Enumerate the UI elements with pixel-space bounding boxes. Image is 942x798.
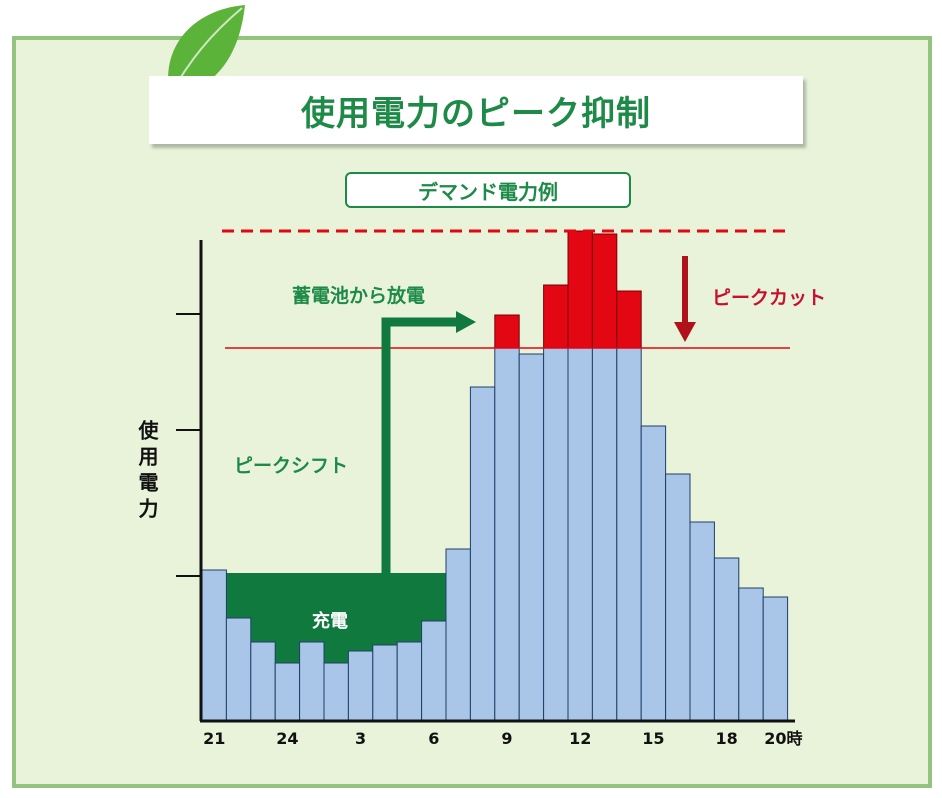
charge-label: 充電 (312, 610, 348, 632)
demand-bar (518, 353, 545, 721)
subtitle-box: デマンド電力例 (345, 172, 631, 208)
demand-bar (665, 473, 691, 721)
demand-bar (640, 425, 667, 721)
peak-excess-bar (494, 314, 520, 349)
x-tick-label: 24 (276, 729, 298, 748)
demand-bar (201, 569, 227, 721)
peak-excess-bar (567, 230, 593, 349)
chart-subtitle: デマンド電力例 (418, 179, 558, 204)
x-tick-label: 3 (355, 729, 366, 748)
x-tick-label: 18 (715, 729, 737, 748)
discharge-label: 蓄電池から放電 (292, 284, 425, 307)
demand-bar (616, 347, 642, 721)
demand-bar (762, 596, 789, 721)
demand-bar (421, 620, 447, 721)
demand-bar (713, 557, 740, 721)
x-tick-label: 9 (501, 729, 512, 748)
x-tick-label: 21 (203, 729, 225, 748)
peak-excess-bar (616, 290, 642, 349)
shift-arrow-line (381, 317, 458, 575)
demand-bar (396, 641, 423, 721)
page-title: 使用電力のピーク抑制 (301, 93, 651, 134)
peak-shift-label: ピークシフト (234, 455, 348, 477)
demand-bar (738, 587, 764, 721)
demand-bar (274, 662, 301, 721)
x-tick-label: 20時 (764, 729, 802, 748)
demand-bar (250, 641, 276, 721)
demand-bar (494, 347, 520, 721)
peak-cut-arrow-head (674, 322, 696, 342)
peak-excess-bar (543, 284, 569, 349)
demand-bar (299, 641, 325, 721)
title-box: 使用電力のピーク抑制 (149, 76, 803, 144)
demand-bar (591, 347, 618, 721)
peak-cut-label: ピークカット (712, 287, 826, 309)
x-tick-label: 12 (569, 729, 591, 748)
demand-bar (689, 521, 715, 721)
shift-arrow-head (456, 311, 476, 333)
demand-bar (225, 617, 252, 721)
y-axis-label: 使用電力 (135, 420, 159, 524)
x-tick-label: 6 (428, 729, 439, 748)
demand-bar (323, 662, 349, 721)
demand-bar (445, 548, 471, 721)
x-tick-label: 15 (642, 729, 664, 748)
demand-bar (372, 644, 398, 721)
demand-bar (469, 386, 496, 721)
peak-excess-bar (591, 233, 618, 349)
demand-bar (543, 347, 569, 721)
demand-bar (567, 347, 593, 721)
demand-bar (347, 650, 374, 721)
